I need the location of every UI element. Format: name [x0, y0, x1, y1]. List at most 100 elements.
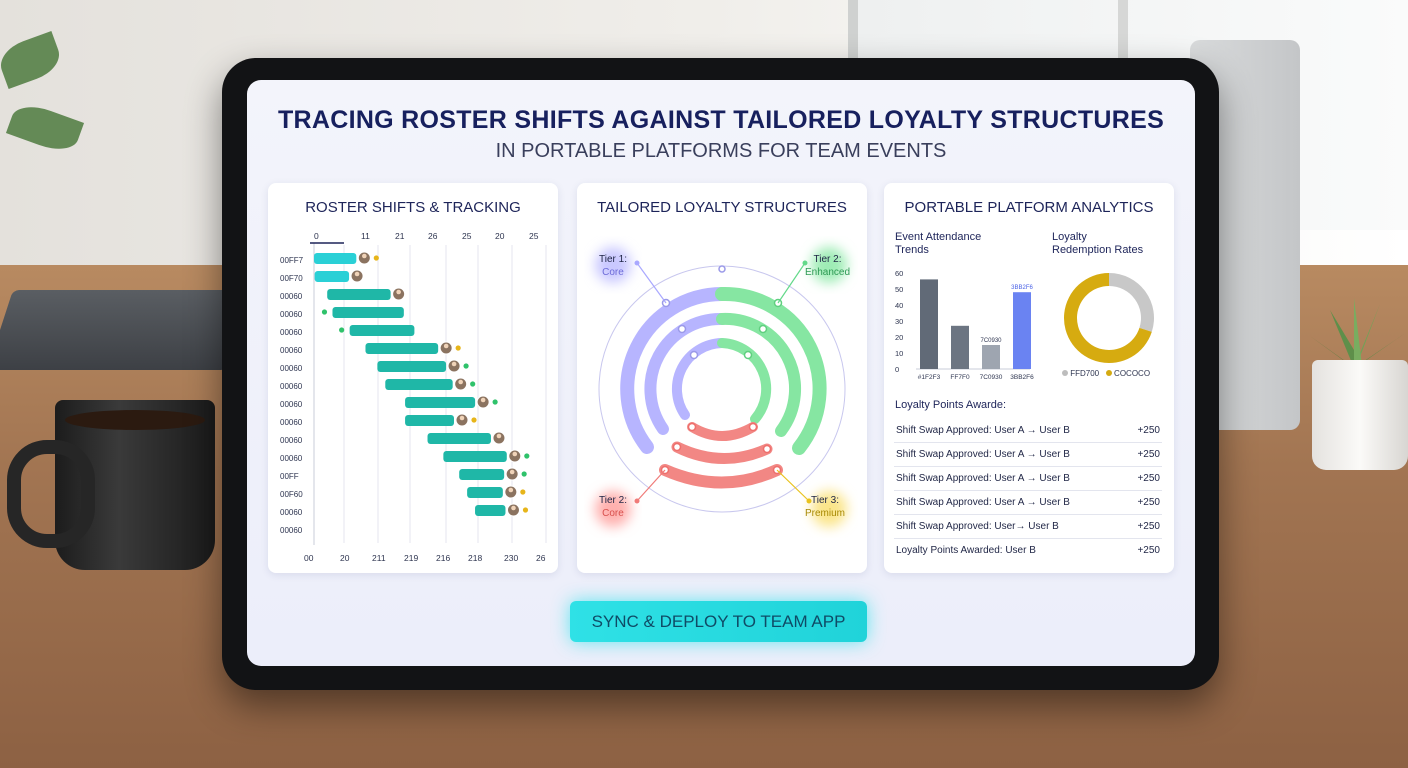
points-row-text: Shift Swap Approved: User A → User B: [896, 497, 1070, 508]
connector-line: [776, 469, 810, 502]
points-row-text: Loyalty Points Awarded: User B: [896, 545, 1036, 556]
shift-bar: [405, 415, 454, 426]
roster-card-title: ROSTER SHIFTS & TRACKING: [305, 199, 521, 216]
status-dot: [455, 345, 461, 351]
tier-endpoint: [634, 260, 640, 266]
points-title: Loyalty Points Awarde:: [895, 399, 1007, 411]
loyalty-tier-diagram: [595, 247, 847, 527]
avatar-face-icon: [511, 505, 516, 511]
attendance-bar: [982, 345, 1000, 369]
connector-line: [777, 262, 806, 304]
points-row-value: +250: [1137, 497, 1160, 508]
x-tick-label: #1F2F3: [918, 374, 941, 381]
avatar-face-icon: [458, 379, 463, 385]
status-dot: [471, 417, 477, 423]
shift-bar: [332, 307, 404, 318]
plant-pot: [1312, 360, 1408, 470]
tier2-arc-outer: [715, 286, 827, 455]
tier2-arc-mid: [716, 312, 801, 437]
tier-endpoint: [802, 260, 808, 266]
shift-bar: [365, 343, 439, 354]
points-row-text: Shift Swap Approved: User→ User B: [896, 521, 1059, 532]
tier3-level: Premium: [805, 508, 846, 519]
y-tick-label: 40: [895, 301, 903, 310]
gantt-row-label: 00F70: [280, 274, 303, 283]
avatar-face-icon: [443, 343, 449, 349]
gantt-row-label: 00060: [280, 436, 303, 445]
outer-ring: [598, 265, 846, 513]
redemption-title-line1: Loyalty: [1052, 231, 1087, 243]
avatar-face-icon: [459, 415, 465, 421]
legend-label: COCOCO: [1114, 369, 1151, 378]
points-row-value: +250: [1137, 545, 1160, 556]
shift-bar: [467, 487, 503, 498]
roster-card: ROSTER SHIFTS & TRACKING 0 11 21 26 25 20 25 00…: [268, 183, 558, 573]
connector-line: [636, 262, 667, 304]
gantt-row-label: 00060: [280, 292, 303, 301]
tier2-enhanced-name: Tier 2:: [813, 254, 842, 265]
gantt-bottom-tick: 00: [304, 553, 314, 563]
legend-dot: [1062, 370, 1068, 376]
analytics-card: PORTABLE PLATFORM ANALYTICS Event Attend…: [884, 183, 1174, 573]
x-tick-label: FF7F0: [950, 374, 970, 381]
gantt-row-label: 00F60: [280, 490, 303, 499]
status-dot: [321, 309, 328, 315]
avatar-face-icon: [451, 361, 457, 367]
status-dot: [524, 453, 530, 459]
status-dot: [492, 399, 498, 405]
tier2-enhanced-level: Enhanced: [805, 267, 851, 278]
y-tick-label: 30: [895, 317, 903, 326]
redemption-title-line2: Redemption Rates: [1052, 244, 1144, 256]
tier-core-arc-2: [671, 441, 773, 464]
node-dot: [748, 422, 758, 432]
node-dot: [762, 444, 772, 454]
attendance-chart-title: Event Attendance Trends: [895, 231, 981, 257]
y-tick-label: 0: [895, 365, 899, 374]
shift-bar: [327, 289, 391, 300]
gantt-row-label: 00FF7: [280, 256, 304, 265]
y-tick-label: 10: [895, 349, 903, 358]
tier2-core-level: Core: [602, 508, 624, 519]
node-dot: [689, 350, 699, 360]
status-dot: [339, 327, 345, 333]
tier3-label: Tier 3: Premium: [805, 494, 845, 520]
gantt-bottom-tick: 20: [340, 553, 350, 563]
tier1-arc-mid: [644, 312, 728, 435]
shift-bar: [459, 469, 505, 480]
gantt-bottom-tick: 230: [504, 553, 518, 563]
node-dot: [672, 442, 682, 452]
shift-bar: [475, 505, 506, 516]
tier1-arc-outer: [620, 287, 729, 454]
gantt-bottom-tick: 219: [404, 553, 418, 563]
points-row-value: +250: [1137, 425, 1160, 436]
sync-deploy-button[interactable]: SYNC & DEPLOY TO TEAM APP: [570, 601, 867, 642]
legend-label: FFD700: [1070, 369, 1100, 378]
points-row-text: Shift Swap Approved: User A → User B: [896, 425, 1070, 436]
gantt-row-label: 00060: [280, 310, 303, 319]
page-subtitle: IN PORTABLE PLATFORMS FOR TEAM EVENTS: [495, 140, 947, 162]
points-row: Shift Swap Approved: User A → User B +25…: [894, 419, 1162, 443]
node-dot: [758, 324, 768, 334]
gantt-row-label: 00060: [280, 382, 303, 391]
donut-legend: FFD700 COCOCO: [1062, 369, 1150, 378]
gantt-row-label: 00060: [280, 526, 303, 535]
loyalty-card: TAILORED LOYALTY STRUCTURES: [577, 183, 867, 573]
tier2-enhanced-label: Tier 2: Enhanced: [805, 253, 850, 279]
gantt-row-label: 00FF: [280, 472, 299, 481]
status-dot: [521, 471, 527, 477]
shift-bar: [427, 433, 491, 444]
gantt-top-tick: 25: [529, 231, 539, 241]
x-tick-label: 7C0930: [980, 374, 1003, 381]
points-row-value: +250: [1137, 449, 1160, 460]
avatar-face-icon: [480, 397, 486, 403]
gantt-bottom-tick: 216: [436, 553, 450, 563]
points-row-value: +250: [1137, 473, 1160, 484]
dashboard-screen: TRACING ROSTER SHIFTS AGAINST TAILORED L…: [247, 80, 1195, 666]
coffee-mug: [7, 400, 215, 570]
tier2-core-label: Tier 2: Core: [599, 494, 627, 520]
loyalty-card-title: TAILORED LOYALTY STRUCTURES: [597, 199, 847, 216]
shift-bar: [405, 397, 476, 408]
succulent-plant: [1310, 298, 1404, 368]
tier-glow: [811, 247, 847, 283]
tier1-label: Tier 1: Core: [599, 253, 627, 279]
